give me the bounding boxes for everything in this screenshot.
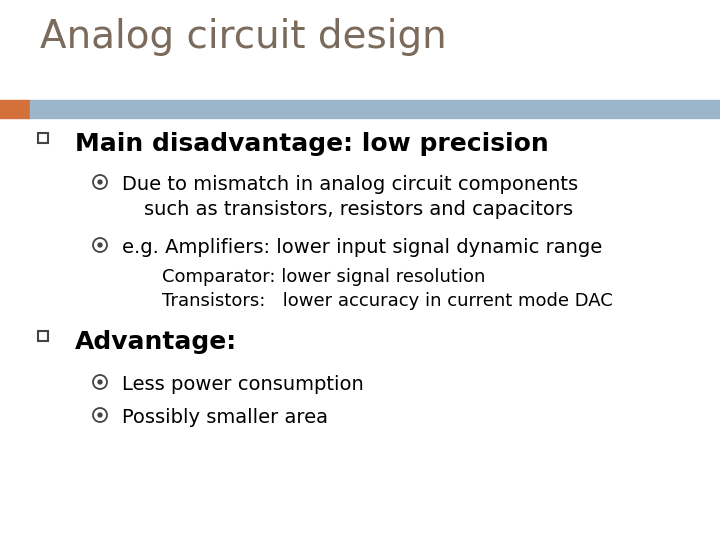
Text: Main disadvantage: low precision: Main disadvantage: low precision (75, 132, 549, 156)
Circle shape (97, 242, 103, 248)
Text: Analog circuit design: Analog circuit design (40, 18, 446, 56)
Circle shape (97, 179, 103, 185)
Text: e.g. Amplifiers: lower input signal dynamic range: e.g. Amplifiers: lower input signal dyna… (122, 238, 602, 257)
Text: Comparator: lower signal resolution: Comparator: lower signal resolution (162, 268, 485, 286)
Text: such as transistors, resistors and capacitors: such as transistors, resistors and capac… (144, 200, 573, 219)
Bar (0, 100, 30, 118)
Text: Less power consumption: Less power consumption (122, 375, 364, 394)
Text: Possibly smaller area: Possibly smaller area (122, 408, 328, 427)
Text: Due to mismatch in analog circuit components: Due to mismatch in analog circuit compon… (122, 175, 578, 194)
Bar (30, 100, 720, 118)
Circle shape (97, 413, 103, 417)
Text: Transistors:   lower accuracy in current mode DAC: Transistors: lower accuracy in current m… (162, 292, 613, 310)
Text: Advantage:: Advantage: (75, 330, 237, 354)
Circle shape (97, 379, 103, 384)
